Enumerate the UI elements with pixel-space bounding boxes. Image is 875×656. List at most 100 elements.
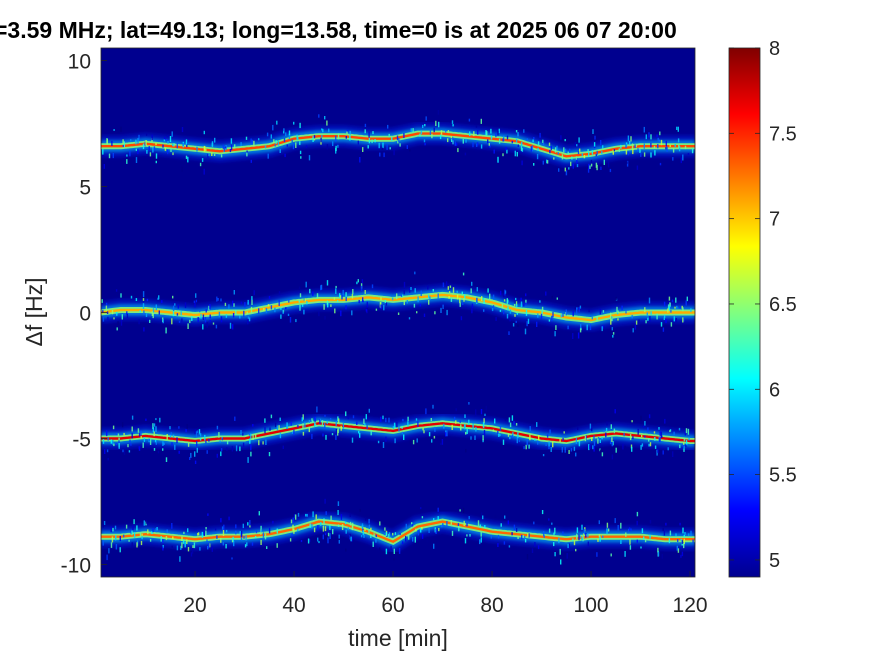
- speckle: [649, 534, 651, 539]
- speckle: [111, 140, 113, 146]
- speckle: [400, 294, 403, 297]
- speckle: [584, 435, 587, 442]
- speckle: [640, 415, 642, 421]
- speckle: [130, 139, 132, 142]
- speckle: [326, 120, 328, 126]
- speckle: [571, 156, 573, 160]
- ridge-speckles-1: [102, 110, 695, 176]
- speckle: [149, 538, 152, 542]
- speckle: [644, 421, 646, 426]
- speckle: [302, 431, 305, 436]
- speckle: [526, 138, 528, 142]
- speckle: [475, 426, 477, 432]
- speckle: [569, 326, 571, 330]
- speckle: [242, 442, 245, 447]
- speckle: [393, 150, 395, 156]
- speckle: [171, 442, 173, 446]
- speckle: [368, 524, 371, 528]
- speckle: [206, 539, 208, 543]
- speckle: [429, 296, 431, 300]
- speckle: [222, 542, 224, 546]
- speckle: [596, 316, 598, 321]
- speckle: [480, 531, 482, 537]
- speckle: [464, 152, 467, 156]
- speckle: [454, 141, 456, 146]
- speckle: [232, 324, 234, 330]
- speckle: [513, 421, 515, 425]
- speckle: [457, 148, 459, 153]
- speckle: [249, 525, 251, 528]
- speckle: [231, 446, 234, 452]
- speckle: [601, 326, 603, 332]
- speckle: [683, 538, 685, 545]
- speckle: [537, 313, 539, 318]
- speckle: [142, 143, 145, 150]
- speckle: [587, 541, 589, 547]
- speckle: [476, 143, 478, 147]
- speckle: [225, 529, 228, 533]
- speckle: [264, 427, 266, 434]
- speckle: [176, 437, 178, 444]
- y-tick-label: -5: [72, 428, 91, 451]
- speckle: [249, 520, 251, 525]
- speckle: [487, 139, 489, 144]
- speckle: [341, 524, 344, 530]
- speckle: [221, 437, 224, 441]
- speckle: [235, 524, 237, 529]
- speckle: [600, 166, 602, 170]
- speckle: [322, 128, 324, 133]
- speckle: [145, 313, 148, 317]
- speckle: [625, 144, 627, 148]
- speckle: [443, 423, 445, 429]
- speckle: [509, 318, 511, 322]
- speckle: [229, 149, 232, 153]
- speckle: [588, 151, 590, 157]
- speckle: [659, 162, 662, 166]
- speckle: [482, 297, 484, 301]
- speckle: [123, 534, 125, 538]
- speckle: [653, 145, 656, 149]
- speckle: [250, 444, 252, 451]
- speckle: [366, 306, 368, 310]
- speckle: [364, 517, 367, 521]
- speckle: [251, 542, 254, 546]
- speckle: [244, 544, 247, 548]
- speckle: [368, 530, 370, 534]
- speckle: [152, 308, 155, 313]
- speckle: [345, 548, 347, 552]
- speckle: [503, 541, 506, 545]
- speckle: [559, 438, 561, 443]
- speckle: [279, 432, 282, 439]
- speckle: [554, 552, 556, 557]
- speckle: [578, 307, 580, 313]
- speckle: [159, 417, 161, 423]
- speckle: [450, 136, 453, 139]
- speckle: [643, 152, 646, 157]
- speckle: [523, 446, 525, 450]
- speckle: [289, 317, 292, 323]
- speckle: [301, 304, 304, 307]
- speckle: [137, 428, 140, 433]
- speckle: [194, 451, 196, 457]
- speckle: [383, 305, 385, 311]
- speckle: [216, 535, 218, 539]
- speckle: [224, 146, 227, 149]
- speckle: [677, 126, 679, 132]
- speckle: [489, 293, 491, 299]
- speckle: [111, 310, 114, 315]
- speckle: [319, 419, 321, 424]
- speckle: [634, 324, 637, 330]
- speckle: [185, 155, 188, 159]
- speckle: [463, 424, 466, 430]
- speckle: [522, 534, 524, 538]
- speckle: [681, 551, 684, 557]
- speckle: [123, 432, 125, 436]
- speckle: [142, 298, 145, 301]
- speckle: [131, 426, 133, 432]
- speckle: [123, 449, 126, 455]
- speckle: [318, 114, 320, 118]
- speckle: [438, 121, 440, 128]
- speckle: [368, 518, 370, 524]
- speckle: [640, 444, 642, 450]
- speckle: [300, 540, 303, 543]
